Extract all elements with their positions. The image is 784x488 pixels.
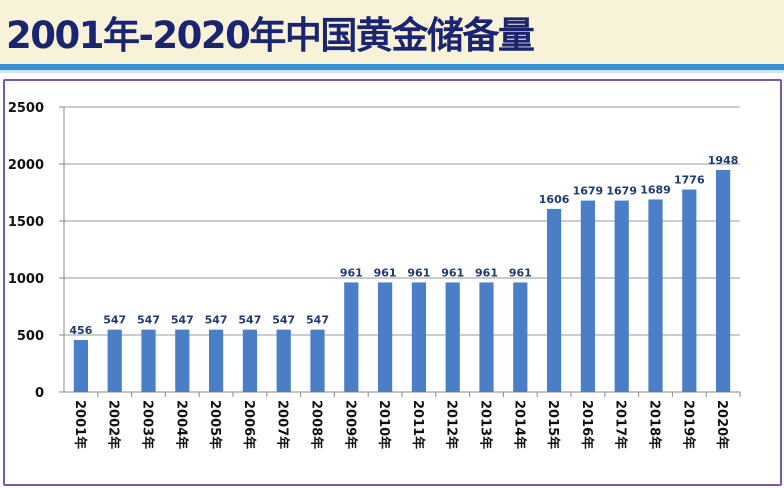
- bar: [682, 189, 697, 392]
- bar: [141, 329, 156, 392]
- divider-light: [0, 70, 784, 73]
- title-band: [0, 0, 784, 64]
- data-label: 547: [103, 314, 126, 327]
- bar: [276, 329, 291, 392]
- x-tick-label: 2004年: [173, 400, 189, 449]
- data-label: 547: [171, 314, 194, 327]
- x-tick-label: 2002年: [106, 400, 122, 449]
- data-label: 961: [441, 266, 464, 279]
- bar: [107, 329, 122, 392]
- data-label: 1689: [640, 183, 671, 196]
- x-tick-label: 2007年: [275, 400, 291, 449]
- x-tick-label: 2012年: [444, 400, 460, 449]
- x-tick-label: 2009年: [342, 400, 358, 449]
- x-tick-label: 2005年: [207, 400, 223, 449]
- data-label: 961: [475, 266, 498, 279]
- bar: [513, 282, 528, 392]
- x-tick-label: 2008年: [309, 400, 325, 449]
- x-tick-label: 2016年: [579, 400, 595, 449]
- data-label: 1679: [573, 185, 604, 198]
- data-label: 547: [238, 314, 261, 327]
- bar: [310, 329, 325, 392]
- data-label: 1948: [708, 154, 739, 167]
- bar: [344, 282, 359, 392]
- bar: [716, 169, 731, 392]
- bar: [445, 282, 460, 392]
- data-label: 547: [306, 314, 329, 327]
- data-label: 961: [509, 266, 532, 279]
- data-label: 547: [137, 314, 160, 327]
- bar: [614, 200, 629, 392]
- bar: [378, 282, 393, 392]
- bar: [547, 208, 562, 392]
- bar: [648, 199, 663, 392]
- y-tick-label: 0: [35, 386, 44, 401]
- x-tick-label: 2019年: [680, 400, 696, 449]
- bar: [479, 282, 494, 392]
- data-label: 961: [407, 266, 430, 279]
- x-tick-label: 2014年: [511, 400, 527, 449]
- page-title: 2001年-2020年中国黄金储备量: [6, 14, 535, 57]
- data-label: 961: [374, 266, 397, 279]
- x-tick-label: 2003年: [140, 400, 156, 449]
- y-tick-label: 500: [17, 329, 44, 344]
- bar: [580, 200, 595, 392]
- x-tick-label: 2010年: [376, 400, 392, 449]
- bar: [242, 329, 257, 392]
- data-label: 1679: [606, 185, 637, 198]
- x-tick-label: 2011年: [410, 400, 426, 449]
- x-tick-label: 2001年: [72, 400, 88, 449]
- x-tick-label: 2018年: [647, 400, 663, 449]
- bar: [175, 329, 190, 392]
- data-label: 1606: [539, 193, 570, 206]
- y-tick-label: 1000: [8, 272, 44, 287]
- x-tick-label: 2017年: [613, 400, 629, 449]
- x-tick-label: 2020年: [714, 400, 730, 449]
- data-label: 1776: [674, 174, 705, 187]
- x-tick-label: 2006年: [241, 400, 257, 449]
- bar: [411, 282, 426, 392]
- data-label: 547: [205, 314, 228, 327]
- x-tick-label: 2013年: [478, 400, 494, 449]
- data-label: 547: [272, 314, 295, 327]
- y-tick-label: 1500: [8, 215, 44, 230]
- divider: [0, 64, 784, 70]
- data-label: 456: [69, 324, 92, 337]
- data-label: 961: [340, 266, 363, 279]
- x-tick-label: 2015年: [545, 400, 561, 449]
- y-tick-label: 2500: [8, 101, 44, 116]
- bar: [73, 340, 88, 392]
- y-tick-label: 2000: [8, 158, 44, 173]
- bar: [209, 329, 224, 392]
